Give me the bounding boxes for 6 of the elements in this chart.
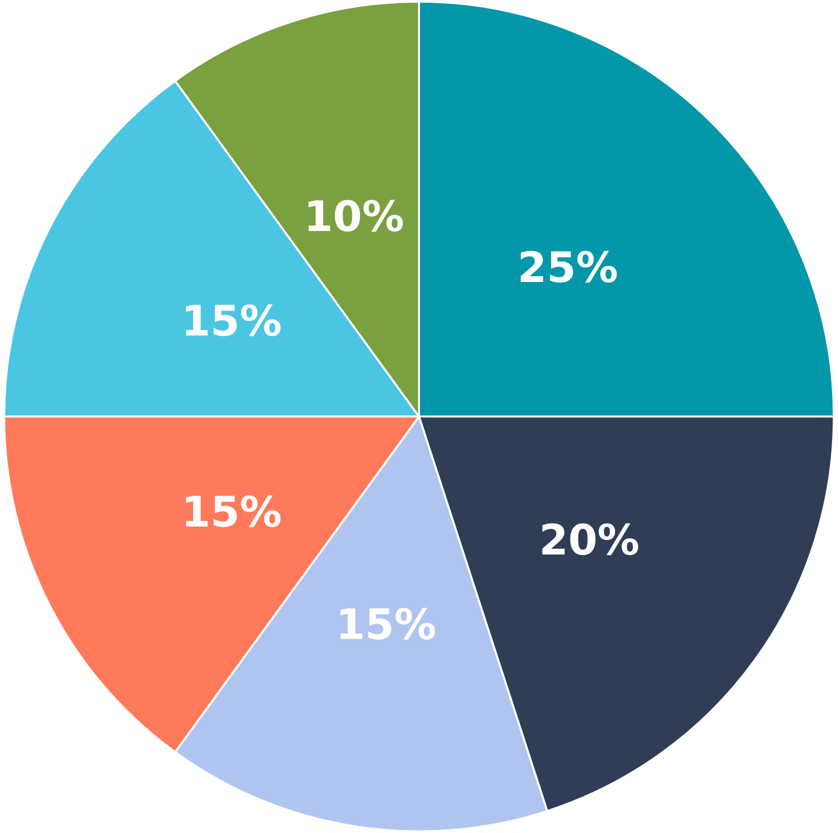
- data-label: 15%: [181, 488, 282, 537]
- data-label: 15%: [336, 600, 436, 649]
- data-label: 15%: [181, 296, 282, 346]
- data-label: 25%: [518, 243, 618, 292]
- data-label: 10%: [304, 192, 404, 241]
- data-label: 20%: [538, 516, 640, 565]
